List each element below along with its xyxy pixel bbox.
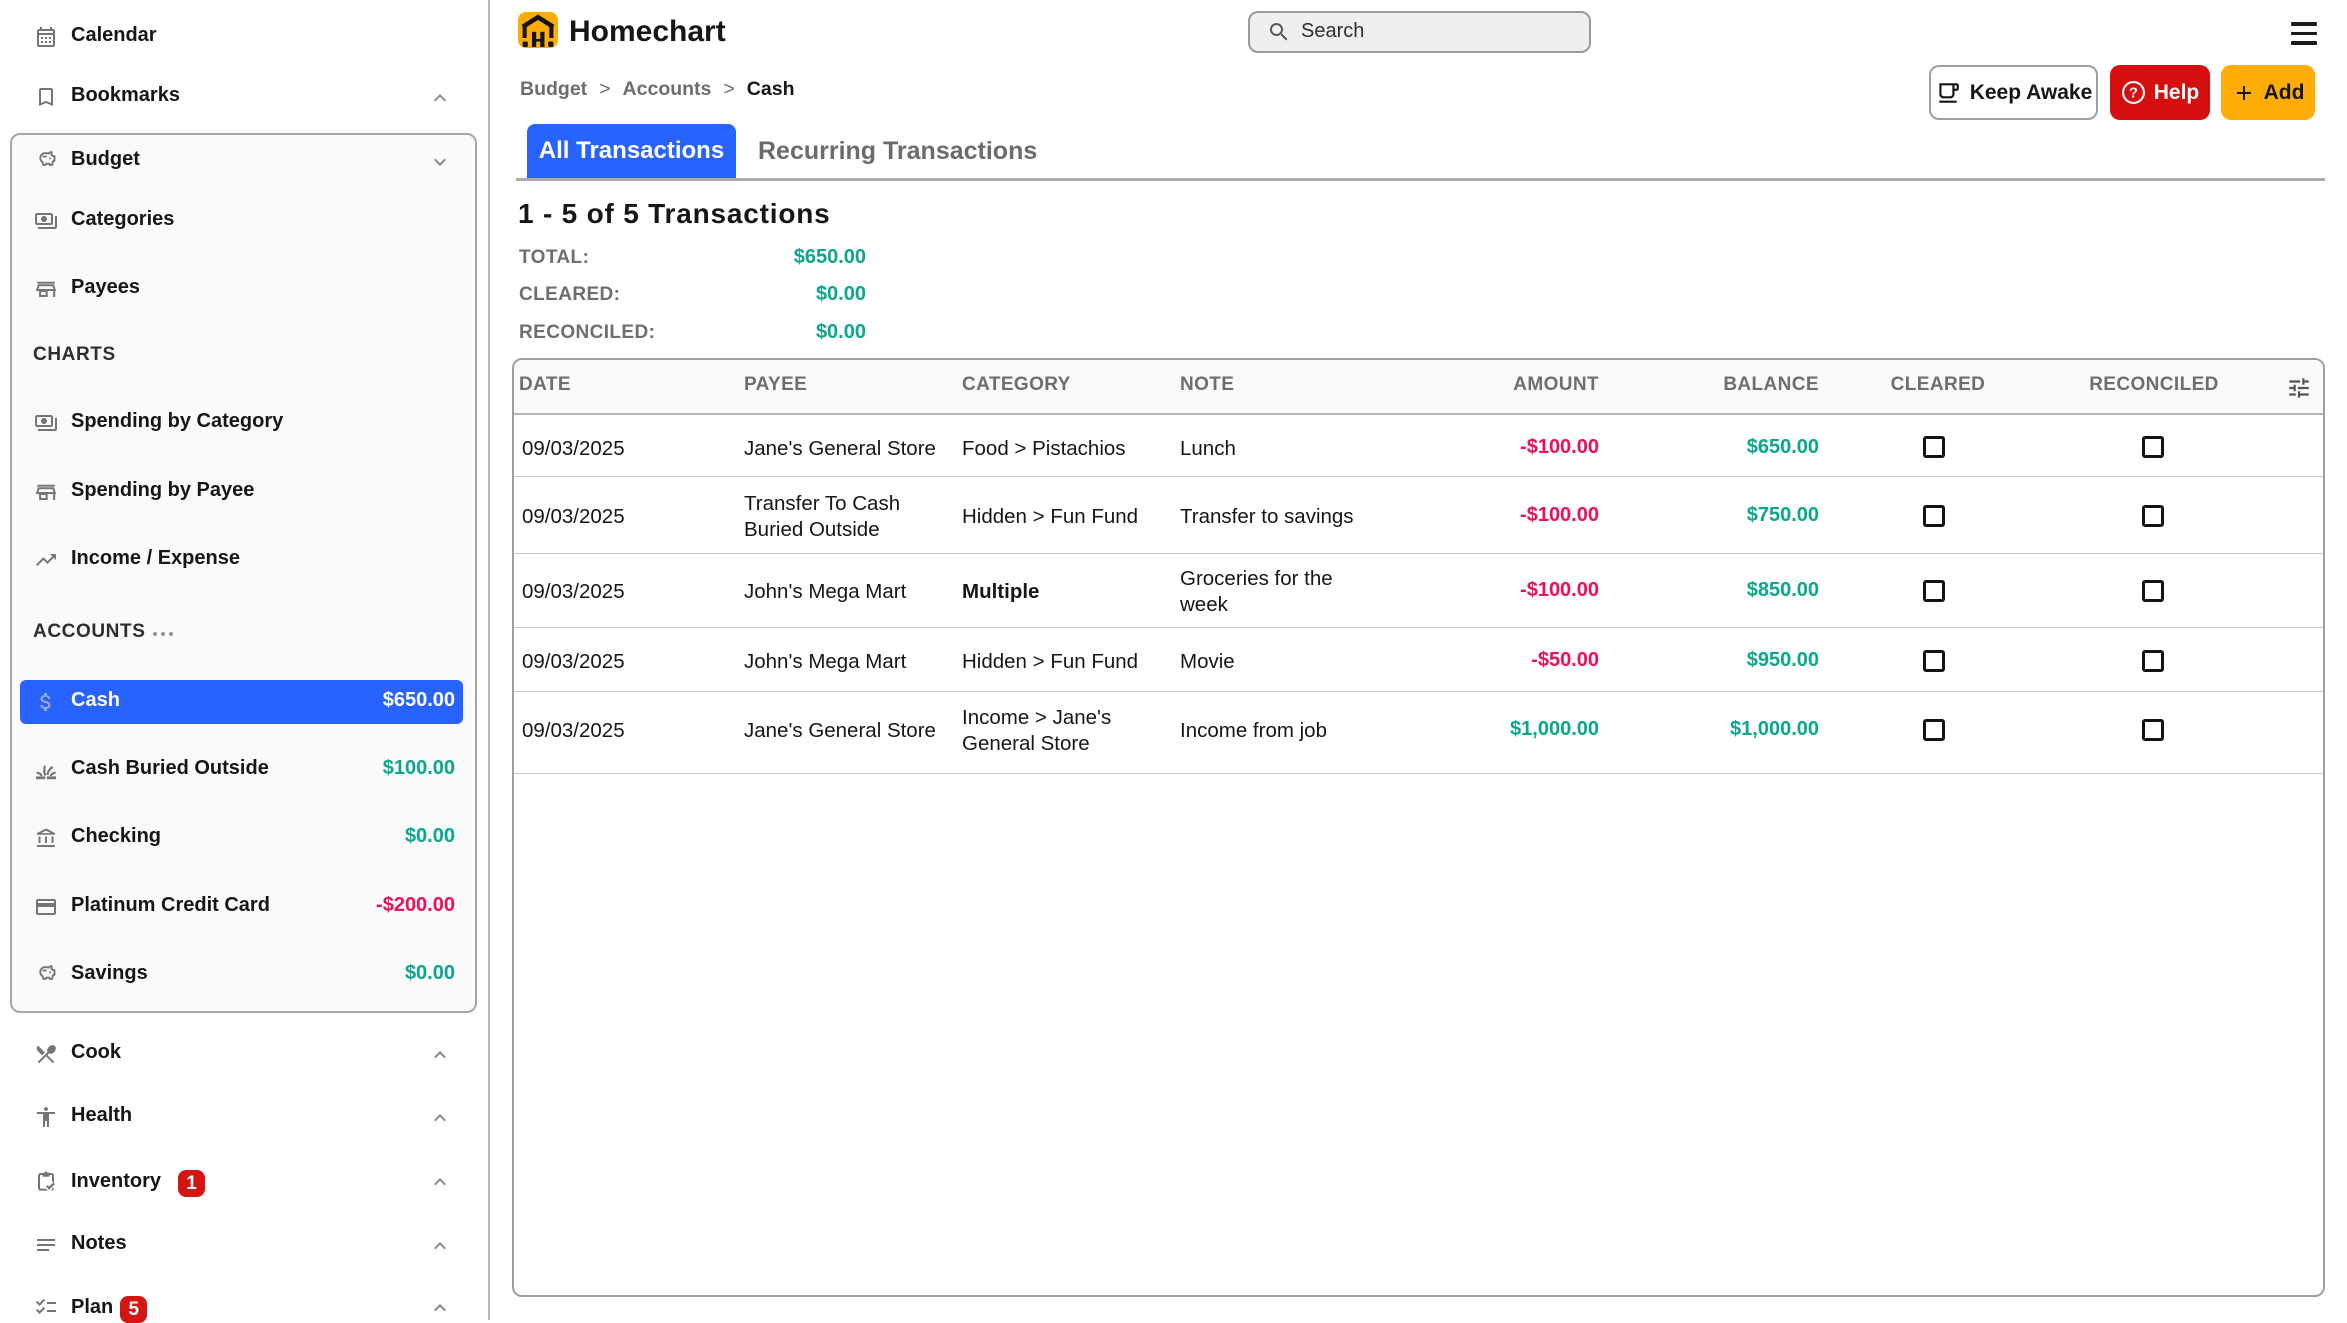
svg-text:?: ? <box>2129 86 2138 102</box>
